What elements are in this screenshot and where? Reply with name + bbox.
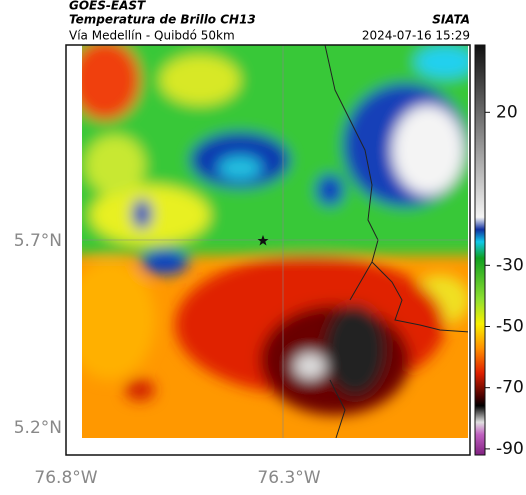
colorbar-tick-label: -30 [496,255,524,275]
lon-label: 76.8°W [34,468,97,488]
product: Temperatura de Brillo CH13 [69,13,256,27]
colorbar-tick-label: -70 [496,378,524,398]
location-marker [257,235,269,246]
satellite: GOES-EAST [69,0,146,13]
lon-label: 76.3°W [257,468,320,488]
source: SIATA [432,13,470,27]
map-frame [65,44,471,456]
brightness-field [82,45,468,438]
lat-label: 5.2°N [14,418,62,438]
route: Vía Medellín - Quibdó 50km [69,29,235,43]
lat-label: 5.7°N [14,231,62,251]
boundary [324,45,468,438]
colorbar-tick-label: 20 [496,102,518,122]
timestamp: 2024-07-16 15:29 [362,29,470,43]
colorbar-tick-label: -50 [496,316,524,336]
colorbar [474,44,486,456]
colorbar-tick-label: -90 [496,439,524,459]
